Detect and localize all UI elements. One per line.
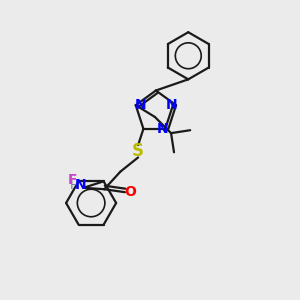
Text: N: N xyxy=(75,178,86,192)
Text: F: F xyxy=(68,173,77,187)
Text: N: N xyxy=(157,122,169,136)
Text: H: H xyxy=(70,179,80,192)
Text: N: N xyxy=(166,98,177,112)
Text: S: S xyxy=(132,142,144,160)
Text: N: N xyxy=(135,98,146,112)
Text: O: O xyxy=(124,185,136,199)
